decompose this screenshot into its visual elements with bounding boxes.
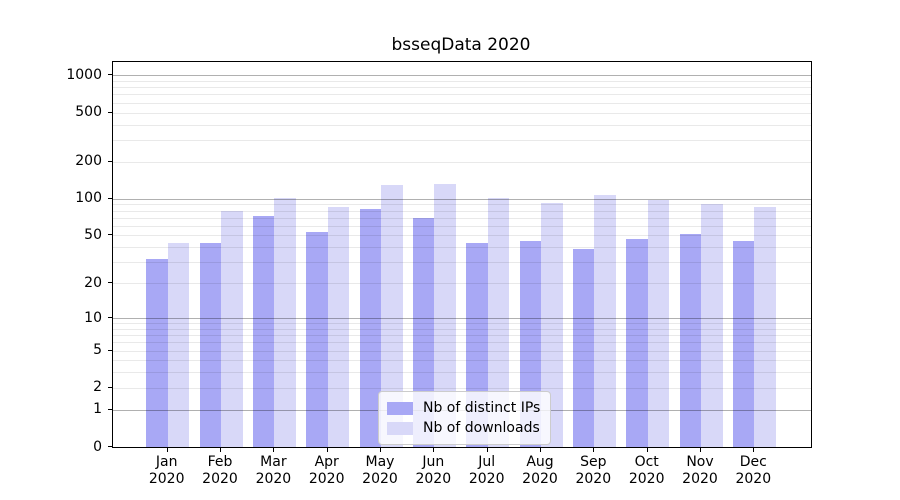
x-axis-tick-label: May 2020 (362, 454, 398, 487)
x-tick-mark (273, 448, 275, 452)
x-tick-mark (326, 448, 328, 452)
bar-distinct-ips (732, 241, 755, 447)
bar-downloads (434, 184, 456, 447)
x-axis-tick-label: Jul 2020 (468, 454, 505, 487)
x-tick-mark (166, 448, 168, 452)
y-tick-mark (108, 74, 112, 76)
minor-gridline (113, 80, 811, 82)
bar-distinct-ips (359, 209, 382, 447)
x-axis-tick-label: Feb 2020 (202, 454, 238, 487)
minor-gridline (113, 139, 811, 141)
x-axis-tick-label: Mar 2020 (255, 454, 292, 487)
bar-distinct-ips (306, 232, 328, 447)
y-tick-mark (108, 111, 112, 113)
y-axis-tick-label: 500 (75, 104, 102, 120)
legend-row-downloads: Nb of downloads (387, 418, 540, 438)
y-axis-tick-label: 100 (75, 190, 102, 207)
bar-distinct-ips (412, 217, 435, 447)
x-axis-tick-label: Jan 2020 (148, 454, 185, 487)
bar-downloads (541, 202, 563, 447)
bar-downloads (701, 203, 723, 447)
bar-downloads (594, 194, 616, 447)
y-axis-tick-label: 0 (93, 438, 102, 455)
x-tick-mark (593, 448, 595, 452)
bar-downloads (754, 207, 776, 447)
y-tick-mark (108, 446, 112, 447)
y-axis-tick-label: 20 (84, 274, 102, 291)
x-axis-tick-label: Dec 2020 (735, 454, 772, 487)
bar-downloads (647, 199, 670, 447)
x-tick-mark (700, 448, 701, 452)
minor-gridline (113, 124, 811, 126)
bar-distinct-ips (626, 238, 648, 447)
x-tick-mark (646, 448, 648, 452)
y-tick-mark (108, 349, 112, 351)
x-tick-mark (753, 448, 755, 452)
y-axis-tick-label: 10 (84, 309, 102, 326)
minor-gridline (113, 112, 811, 114)
minor-gridline (113, 87, 811, 89)
y-axis-tick-label: 50 (84, 226, 102, 243)
bar-distinct-ips (679, 234, 701, 447)
y-tick-mark (108, 282, 112, 284)
y-axis-tick-label: 200 (75, 153, 102, 170)
bar-downloads (381, 184, 403, 447)
y-tick-mark (108, 386, 112, 388)
plot-area (112, 61, 812, 448)
y-tick-mark (108, 160, 112, 162)
legend-swatch-distinct-ips (387, 401, 413, 415)
legend-row-distinct-ips: Nb of distinct IPs (387, 398, 540, 418)
bar-distinct-ips (252, 216, 275, 447)
chart-title: bsseqData 2020 (391, 35, 531, 55)
minor-gridline (113, 94, 811, 96)
x-axis-tick-label: Jun 2020 (415, 454, 452, 487)
bar-distinct-ips (146, 258, 168, 447)
x-axis-tick-label: Aug 2020 (522, 454, 558, 487)
y-tick-mark (108, 317, 112, 318)
bar-downloads (221, 210, 243, 447)
legend-swatch-downloads (387, 421, 413, 435)
y-axis-tick-label: 1000 (66, 66, 102, 83)
legend: Nb of distinct IPs Nb of downloads (378, 391, 552, 445)
y-axis-tick-label: 5 (93, 342, 102, 359)
y-tick-mark (108, 197, 112, 199)
bar-downloads (274, 197, 296, 447)
legend-label-downloads: Nb of downloads (423, 420, 540, 436)
x-tick-mark (380, 448, 381, 452)
bar-downloads (167, 243, 190, 447)
minor-gridline (113, 102, 811, 104)
bar-distinct-ips (572, 248, 595, 447)
x-axis-tick-label: Apr 2020 (308, 454, 345, 487)
x-axis-tick-label: Nov 2020 (682, 454, 718, 487)
x-axis-tick-label: Sep 2020 (575, 454, 612, 487)
major-gridline (113, 75, 811, 77)
x-tick-mark (433, 448, 435, 452)
bar-distinct-ips (199, 243, 222, 447)
legend-label-distinct-ips: Nb of distinct IPs (423, 400, 541, 416)
y-tick-mark (108, 234, 112, 236)
bar-downloads (327, 206, 350, 447)
x-axis-tick-label: Oct 2020 (628, 454, 665, 487)
y-axis-tick-label: 1 (93, 401, 102, 418)
minor-gridline (113, 161, 811, 163)
y-tick-mark (108, 408, 112, 410)
major-gridline (113, 198, 811, 200)
x-tick-mark (220, 448, 221, 452)
y-axis-tick-label: 2 (93, 379, 102, 396)
x-tick-mark (486, 448, 488, 452)
bar-downloads (487, 197, 510, 447)
x-tick-mark (540, 448, 541, 452)
